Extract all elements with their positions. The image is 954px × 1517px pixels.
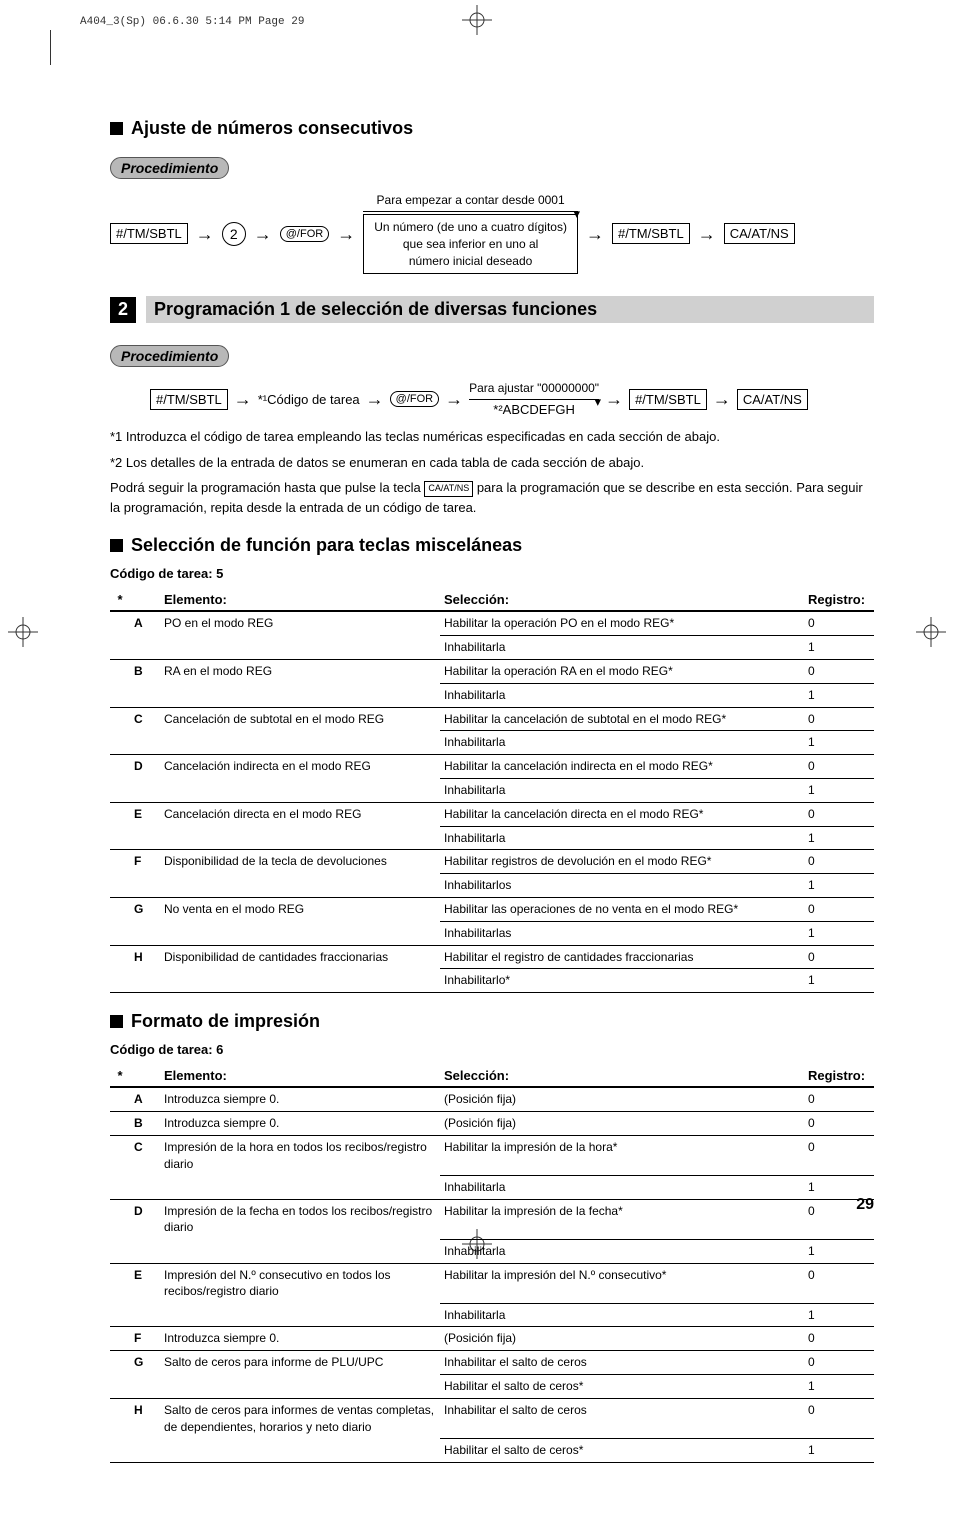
table-row: HSalto de ceros para informes de ventas …	[110, 1398, 874, 1438]
table-row: Inhabilitarla1	[110, 683, 874, 707]
table-row: GNo venta en el modo REGHabilitar las op…	[110, 897, 874, 921]
th-registro: Registro:	[804, 589, 874, 611]
arrow-icon: →	[713, 390, 731, 408]
task-code: Código de tarea: 5	[110, 566, 874, 581]
key-tmsbtl: #/TM/SBTL	[612, 223, 690, 244]
th-elemento: Elemento:	[160, 589, 440, 611]
table-row: CImpresión de la hora en todos los recib…	[110, 1135, 874, 1175]
table-row: FIntroduzca siempre 0.(Posición fija)0	[110, 1327, 874, 1351]
flow-label: *²ABCDEFGH	[493, 402, 575, 417]
procedure-pill: Procedimiento	[110, 157, 229, 179]
table-row: Inhabilitarla1	[110, 1303, 874, 1327]
key-caatns-inline: CA/AT/NS	[424, 481, 473, 497]
table-row: BRA en el modo REGHabilitar la operación…	[110, 659, 874, 683]
table-row: APO en el modo REGHabilitar la operación…	[110, 611, 874, 635]
table-row: BIntroduzca siempre 0.(Posición fija)0	[110, 1111, 874, 1135]
flow-textbox: Un número (de uno a cuatro dígitos) que …	[363, 214, 578, 274]
table-row: Habilitar el salto de ceros*1	[110, 1438, 874, 1462]
th-seleccion: Selección:	[440, 1065, 804, 1087]
table-row: GSalto de ceros para informe de PLU/UPCI…	[110, 1351, 874, 1375]
task-code: Código de tarea: 6	[110, 1042, 874, 1057]
key-tmsbtl: #/TM/SBTL	[629, 389, 707, 410]
table-row: CCancelación de subtotal en el modo REGH…	[110, 707, 874, 731]
table-row: Inhabilitarlo*1	[110, 969, 874, 993]
arrow-icon: →	[366, 390, 384, 408]
table-row: Inhabilitarlas1	[110, 921, 874, 945]
heading-ajuste: Ajuste de números consecutivos	[110, 118, 874, 139]
heading-formato: Formato de impresión	[110, 1011, 874, 1032]
key-for: @/FOR	[390, 391, 439, 407]
th-registro: Registro:	[804, 1065, 874, 1087]
flow-diagram-1: #/TM/SBTL → 2 → @/FOR → Para empezar a c…	[110, 193, 874, 274]
key-tmsbtl: #/TM/SBTL	[150, 389, 228, 410]
heading-seleccion: Selección de función para teclas miscelá…	[110, 535, 874, 556]
note-3: Podrá seguir la programación hasta que p…	[110, 478, 874, 517]
arrow-icon: →	[234, 390, 252, 408]
note-1: *1 Introduzca el código de tarea emplean…	[110, 427, 874, 447]
table-row: AIntroduzca siempre 0.(Posición fija)0	[110, 1087, 874, 1111]
arrow-icon: →	[698, 225, 716, 243]
flow-top-label: Para empezar a contar desde 0001	[377, 193, 565, 207]
key-caatns: CA/AT/NS	[737, 389, 808, 410]
arrow-icon: →	[605, 390, 623, 408]
arrow-icon: →	[586, 225, 604, 243]
key-for: @/FOR	[280, 226, 329, 242]
key-caatns: CA/AT/NS	[724, 223, 795, 244]
table-row: Inhabilitarla1	[110, 826, 874, 850]
table-row: Inhabilitarla1	[110, 1175, 874, 1199]
arrow-icon: →	[337, 225, 355, 243]
flow-diagram-2: #/TM/SBTL → *¹Código de tarea → @/FOR → …	[150, 381, 874, 417]
table-row: EImpresión del N.º consecutivo en todos …	[110, 1263, 874, 1303]
section-title: Programación 1 de selección de diversas …	[146, 296, 874, 323]
heading-programacion: 2 Programación 1 de selección de diversa…	[110, 296, 874, 323]
arrow-icon: →	[254, 225, 272, 243]
note-2: *2 Los detalles de la entrada de datos s…	[110, 453, 874, 473]
page-number: 29	[856, 1196, 874, 1214]
table-row: Inhabilitarla1	[110, 636, 874, 660]
table-row: DCancelación indirecta en el modo REGHab…	[110, 755, 874, 779]
flow-top-label: Para ajustar "00000000"	[469, 381, 599, 395]
table-row: HDisponibilidad de cantidades fraccionar…	[110, 945, 874, 969]
table-task5: * Elemento: Selección: Registro: APO en …	[110, 589, 874, 993]
table-row: Inhabilitarla1	[110, 1239, 874, 1263]
table-row: FDisponibilidad de la tecla de devolucio…	[110, 850, 874, 874]
th-elemento: Elemento:	[160, 1065, 440, 1087]
table-row: DImpresión de la fecha en todos los reci…	[110, 1199, 874, 1239]
th-seleccion: Selección:	[440, 589, 804, 611]
table-row: Inhabilitarla1	[110, 731, 874, 755]
flow-label: *¹Código de tarea	[258, 392, 360, 407]
section-number: 2	[110, 297, 136, 323]
procedure-pill: Procedimiento	[110, 345, 229, 367]
arrow-icon: →	[196, 225, 214, 243]
table-row: ECancelación directa en el modo REGHabil…	[110, 802, 874, 826]
table-row: Inhabilitarlos1	[110, 874, 874, 898]
key-tmsbtl: #/TM/SBTL	[110, 223, 188, 244]
key-two: 2	[222, 222, 246, 246]
table-row: Habilitar el salto de ceros*1	[110, 1375, 874, 1399]
arrow-icon: →	[445, 390, 463, 408]
table-row: Inhabilitarla1	[110, 778, 874, 802]
